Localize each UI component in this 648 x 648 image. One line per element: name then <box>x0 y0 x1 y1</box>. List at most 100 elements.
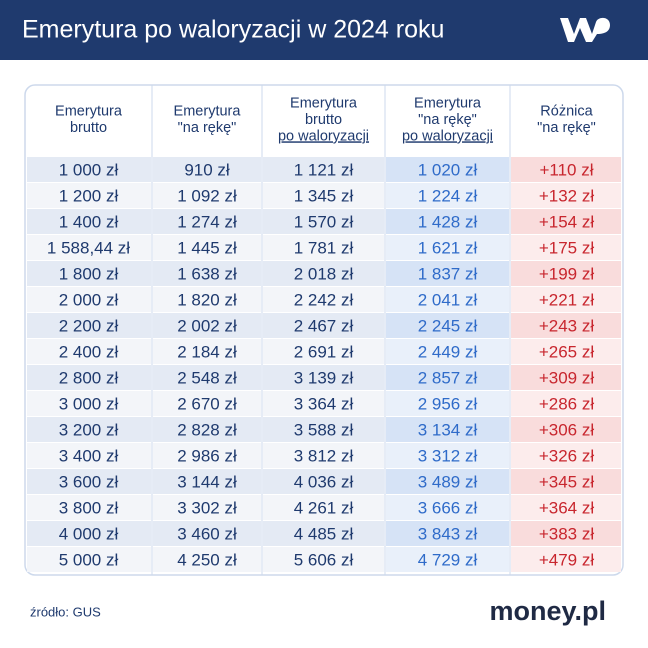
cell-bg <box>386 443 509 468</box>
cell: 3 812 zł <box>294 446 354 465</box>
cell-bg <box>386 521 509 546</box>
cell: 4 261 zł <box>294 498 354 517</box>
cell: 4 250 zł <box>177 550 237 569</box>
cell: +306 zł <box>539 420 595 439</box>
cell: 2 000 zł <box>59 290 119 309</box>
cell: 1 570 zł <box>294 212 354 231</box>
cell: 2 449 zł <box>418 342 478 361</box>
cell: 2 018 zł <box>294 264 354 283</box>
cell: 3 134 zł <box>418 420 478 439</box>
cell: 1 224 zł <box>418 186 478 205</box>
cell: 1 837 zł <box>418 264 478 283</box>
cell-bg <box>263 547 384 572</box>
cell: 4 036 zł <box>294 472 354 491</box>
cell: 1 781 zł <box>294 238 354 257</box>
cell-bg <box>386 313 509 338</box>
column-header: po waloryzacji <box>402 128 493 144</box>
cell-bg <box>511 313 621 338</box>
cell-bg <box>511 209 621 234</box>
cell-bg <box>511 339 621 364</box>
source: źródło: GUS <box>30 604 101 619</box>
cell: 2 200 zł <box>59 316 119 335</box>
cell: +326 zł <box>539 446 595 465</box>
cell-bg <box>511 365 621 390</box>
cell: +221 zł <box>539 290 595 309</box>
cell: 2 002 zł <box>177 316 237 335</box>
cell-bg <box>511 157 621 182</box>
wp-logo <box>560 17 610 42</box>
cell-bg <box>511 495 621 520</box>
column-header: Emerytura <box>414 95 482 111</box>
cell-bg <box>153 521 261 546</box>
cell: 2 242 zł <box>294 290 354 309</box>
column-header: brutto <box>305 112 342 128</box>
column-header: Różnica <box>540 104 593 120</box>
header-bar <box>0 0 648 60</box>
column-header: "na rękę" <box>178 120 237 136</box>
cell-bg <box>27 235 151 260</box>
cell: 2 041 zł <box>418 290 478 309</box>
cell: +383 zł <box>539 524 595 543</box>
cell: 1 274 zł <box>177 212 237 231</box>
cell: 4 485 zł <box>294 524 354 543</box>
cell-bg <box>511 391 621 416</box>
cell: +175 zł <box>539 238 595 257</box>
cell: 3 666 zł <box>418 498 478 517</box>
cell: 2 691 zł <box>294 342 354 361</box>
cell: 3 588 zł <box>294 420 354 439</box>
cell-bg <box>386 157 509 182</box>
cell-bg <box>153 469 261 494</box>
cell: 1 428 zł <box>418 212 478 231</box>
cell-bg <box>386 495 509 520</box>
cell-bg <box>386 261 509 286</box>
cell: 1 400 zł <box>59 212 119 231</box>
cell: 3 312 zł <box>418 446 478 465</box>
cell: 2 956 zł <box>418 394 478 413</box>
cell-bg <box>27 209 151 234</box>
cell: 2 400 zł <box>59 342 119 361</box>
cell: 1 820 zł <box>177 290 237 309</box>
column-header: po waloryzacji <box>278 128 369 144</box>
cell: 1 000 zł <box>59 160 119 179</box>
cell: 1 638 zł <box>177 264 237 283</box>
cell-bg <box>263 157 384 182</box>
cell-bg <box>386 339 509 364</box>
cell-bg <box>386 287 509 312</box>
cell: 1 092 zł <box>177 186 237 205</box>
cell-bg <box>27 417 151 442</box>
cell-bg <box>153 443 261 468</box>
column-header: Emerytura <box>174 104 242 120</box>
cell: 1 121 zł <box>294 160 354 179</box>
cell: 5 606 zł <box>294 550 354 569</box>
cell: 910 zł <box>184 160 230 179</box>
cell-bg <box>153 495 261 520</box>
cell-bg <box>386 469 509 494</box>
cell: +479 zł <box>539 550 595 569</box>
cell-bg <box>153 391 261 416</box>
cell-bg <box>153 209 261 234</box>
cell: +199 zł <box>539 264 595 283</box>
cell-bg <box>511 417 621 442</box>
cell-bg <box>263 313 384 338</box>
cell-bg <box>511 547 621 572</box>
cell: 3 000 zł <box>59 394 119 413</box>
cell: +243 zł <box>539 316 595 335</box>
cell-bg <box>153 287 261 312</box>
cell-bg <box>263 287 384 312</box>
column-header: "na rękę" <box>537 120 596 136</box>
cell-bg <box>386 417 509 442</box>
cell-bg <box>27 183 151 208</box>
cell-bg <box>263 495 384 520</box>
cell: 3 460 zł <box>177 524 237 543</box>
cell-bg <box>386 365 509 390</box>
cell: 2 986 zł <box>177 446 237 465</box>
cell-bg <box>27 339 151 364</box>
cell-bg <box>27 313 151 338</box>
cell-bg <box>263 443 384 468</box>
cell-bg <box>27 365 151 390</box>
cell-bg <box>263 391 384 416</box>
cell-bg <box>27 495 151 520</box>
cell: 2 670 zł <box>177 394 237 413</box>
cell: +309 zł <box>539 368 595 387</box>
